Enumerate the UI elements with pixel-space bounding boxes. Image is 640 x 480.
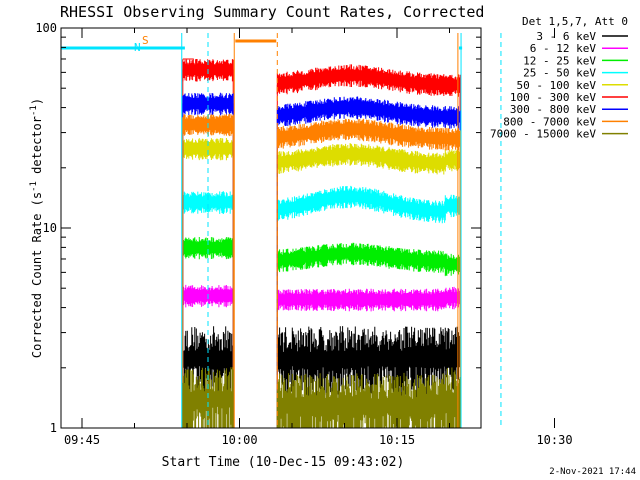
series-segment <box>444 149 461 172</box>
series-segment <box>276 143 446 175</box>
series-segment <box>444 366 461 428</box>
series-spike <box>182 58 194 70</box>
series-segment <box>444 326 461 401</box>
x-tick-label: 09:45 <box>64 433 100 447</box>
legend-label: 50 - 100 keV <box>517 79 597 92</box>
y-axis-label-end: ) <box>30 98 44 105</box>
legend-label: 300 - 800 keV <box>510 103 596 116</box>
y-axis-label-mid: detector <box>30 116 44 181</box>
series-segment <box>276 288 446 312</box>
y-axis-label: Corrected Count Rate (s-1 detector-1) <box>29 98 44 358</box>
legend-label: 3 - 6 keV <box>536 30 596 43</box>
series-segment <box>182 191 234 214</box>
saa-flag-s: S <box>142 34 149 47</box>
series-segment <box>276 118 446 151</box>
series-segment <box>276 64 446 96</box>
legend-header: Det 1,5,7, Att 0 <box>522 15 628 28</box>
series-segment <box>444 106 461 129</box>
data-layer <box>61 33 502 428</box>
legend-label: 7000 - 15000 keV <box>490 128 596 141</box>
y-axis-label-main: Corrected Count Rate (s <box>30 192 44 358</box>
legend-label: 12 - 25 keV <box>523 54 596 67</box>
chart-title: RHESSI Observing Summary Count Rates, Co… <box>60 3 484 21</box>
series-segment <box>444 253 461 277</box>
legend-label: 800 - 7000 keV <box>503 115 596 128</box>
legend-label: 100 - 300 keV <box>510 91 596 104</box>
y-tick-label: 100 <box>35 21 57 35</box>
x-axis-label: Start Time (10-Dec-15 09:43:02) <box>162 455 405 470</box>
x-tick-label: 10:15 <box>379 433 415 447</box>
x-tick-label: 10:00 <box>221 433 257 447</box>
y-tick-label: 1 <box>50 421 57 435</box>
series-segment <box>276 242 446 273</box>
y-axis-label-sup1: -1 <box>29 181 39 192</box>
series-segment <box>444 74 461 97</box>
x-tick-label: 10:30 <box>536 433 572 447</box>
series-segment <box>444 128 461 151</box>
y-tick-label: 10 <box>43 221 57 235</box>
legend-label: 25 - 50 keV <box>523 67 596 80</box>
axes-layer: 09:4510:0010:1510:3010:4511:0011:1511010… <box>35 21 572 447</box>
y-axis-label-sup2: -1 <box>29 105 39 116</box>
legend-label: 6 - 12 keV <box>530 42 597 55</box>
series-segment <box>276 185 446 224</box>
series-segment <box>444 194 461 218</box>
night-flag-n: N <box>134 41 141 54</box>
footer-date: 2-Nov-2021 17:44 <box>549 467 636 477</box>
series-segment <box>444 286 461 310</box>
